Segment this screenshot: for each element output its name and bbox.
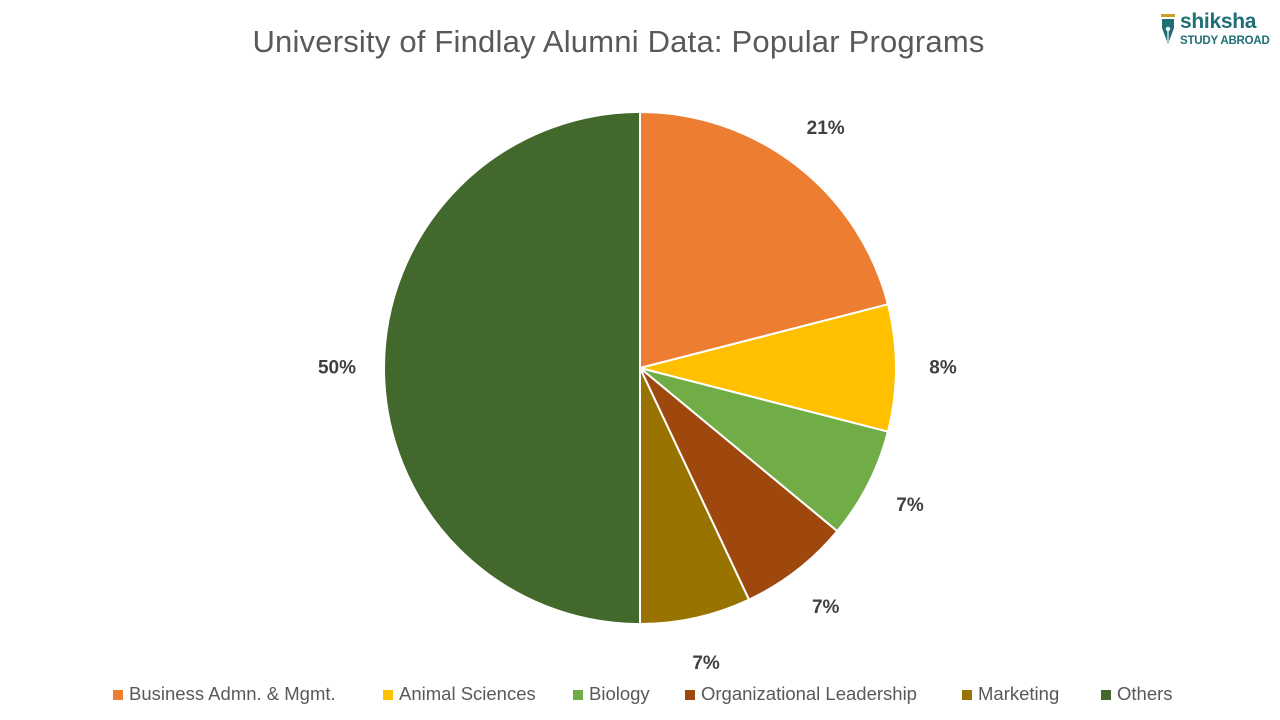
shiksha-logo: shiksha STUDY ABROAD: [1158, 10, 1270, 52]
legend-label: Business Admn. & Mgmt.: [129, 683, 336, 704]
legend-label: Biology: [589, 683, 650, 704]
legend-swatch: [113, 690, 123, 700]
pen-nib-icon: [1161, 14, 1175, 44]
pie-slice-marketing: [639, 367, 751, 626]
legend-label: Others: [1117, 683, 1173, 704]
legend-label: Organizational Leadership: [701, 683, 917, 704]
legend-label: Marketing: [978, 683, 1060, 704]
data-label-business-admn-mgmt: 21%: [807, 118, 845, 139]
data-label-organizational-leadership: 7%: [812, 597, 840, 618]
logo-tagline: STUDY ABROAD: [1180, 35, 1270, 47]
legend-swatch: [685, 690, 695, 700]
data-label-biology: 7%: [896, 495, 924, 516]
pie-slice-biology: [639, 367, 890, 533]
legend-swatch: [962, 690, 972, 700]
legend-label: Animal Sciences: [399, 683, 536, 704]
pie-slice-organizational-leadership: [639, 367, 839, 601]
pie-slice-others: [383, 110, 641, 626]
data-label-animal-sciences: 8%: [929, 358, 957, 379]
data-label-others: 50%: [318, 358, 356, 379]
logo-wordmark: shiksha: [1180, 10, 1257, 33]
legend-swatch: [383, 690, 393, 700]
chart-title: University of Findlay Alumni Data: Popul…: [252, 24, 985, 59]
pie-slice-business-admn-mgmt: [639, 110, 890, 370]
legend-swatch: [1101, 690, 1111, 700]
legend-swatch: [573, 690, 583, 700]
data-label-marketing: 7%: [692, 653, 720, 674]
pie-slice-animal-sciences: [639, 303, 898, 433]
chart-legend: Business Admn. & Mgmt. Animal Sciences Bio…: [0, 683, 1280, 707]
